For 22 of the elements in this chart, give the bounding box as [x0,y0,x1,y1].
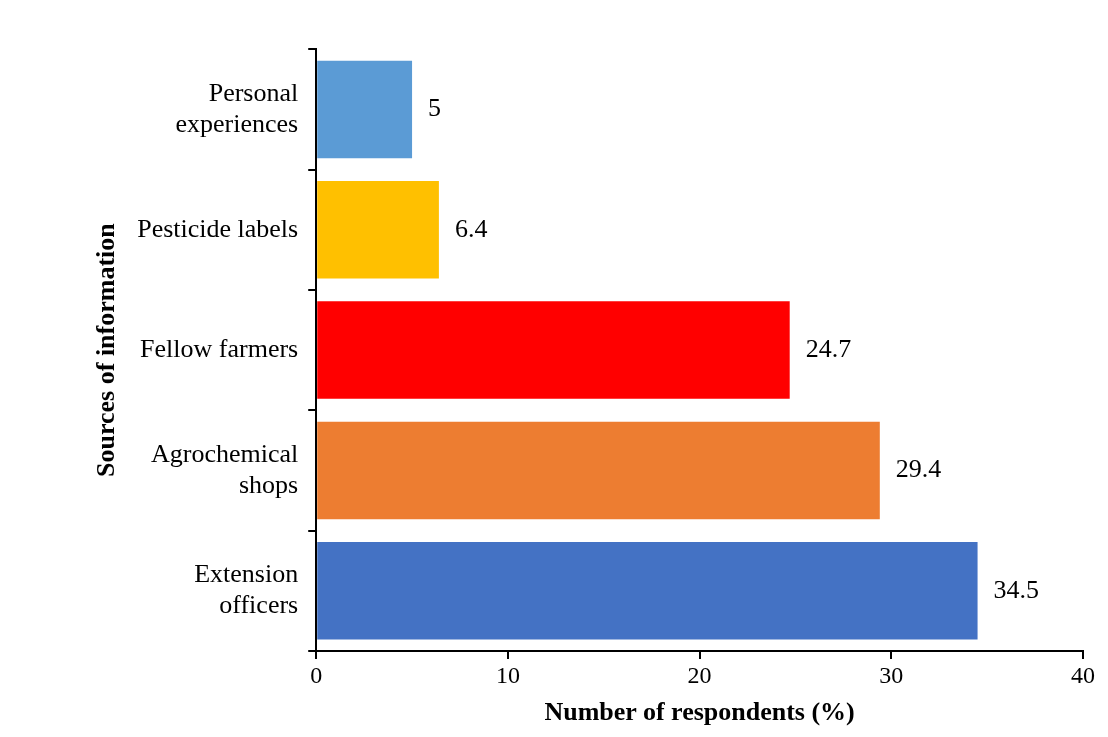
bar [317,60,413,159]
x-tick-label: 30 [879,661,904,688]
bar [317,421,880,520]
data-label: 24.7 [805,333,852,363]
bar [317,180,439,279]
x-tick-label: 20 [687,661,712,688]
data-label: 6.4 [454,213,488,243]
x-tick-label: 0 [310,661,323,688]
y-tick-label: Extension officers [194,559,299,620]
y-tick-label: Fellow farmers [140,333,299,363]
y-tick-label: Agrochemical shops [150,438,299,499]
data-label: 34.5 [993,574,1040,604]
y-tick-label: Pesticide labels [137,213,299,243]
data-label: 5 [428,93,442,123]
x-tick-label: 10 [495,661,520,688]
bar [317,542,978,640]
data-label: 29.4 [895,454,942,484]
bar [317,301,790,399]
y-axis-title: Sources of information [91,222,121,477]
x-tick-label: 40 [1071,661,1095,688]
y-tick-label: Personal experiences [175,77,299,138]
x-axis-title: Number of respondents (%) [544,697,855,727]
